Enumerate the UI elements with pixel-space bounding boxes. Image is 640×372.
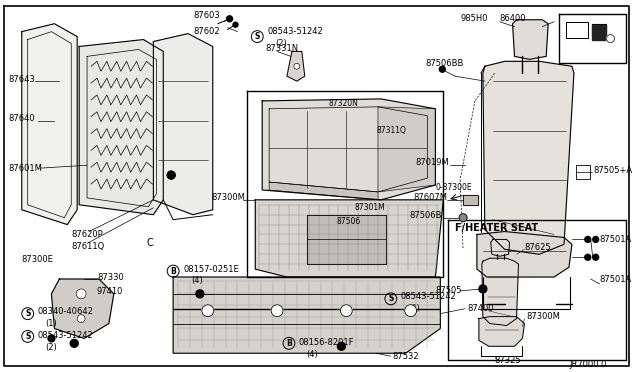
Text: 87300M: 87300M bbox=[212, 193, 246, 202]
Text: 87625: 87625 bbox=[524, 243, 551, 252]
Text: JR7000 0: JR7000 0 bbox=[569, 360, 606, 369]
Bar bbox=[592, 25, 605, 39]
Circle shape bbox=[77, 315, 85, 323]
Text: 87300M: 87300M bbox=[527, 312, 560, 321]
Polygon shape bbox=[79, 39, 163, 215]
Polygon shape bbox=[482, 258, 518, 326]
Text: F/HEATER SEAT: F/HEATER SEAT bbox=[455, 222, 538, 232]
Text: 0-87300E: 0-87300E bbox=[435, 183, 472, 192]
Text: 08543-51242: 08543-51242 bbox=[401, 292, 456, 301]
Text: 87301M: 87301M bbox=[354, 203, 385, 212]
Text: (2): (2) bbox=[409, 304, 420, 313]
Text: S: S bbox=[25, 309, 30, 318]
Circle shape bbox=[593, 237, 598, 243]
Text: 87505+A: 87505+A bbox=[594, 166, 633, 175]
Text: 86400: 86400 bbox=[500, 14, 526, 23]
Text: 08543-51242: 08543-51242 bbox=[267, 27, 323, 36]
Text: (2): (2) bbox=[45, 343, 57, 352]
Circle shape bbox=[340, 305, 352, 317]
Text: 87603: 87603 bbox=[193, 11, 220, 20]
Circle shape bbox=[585, 237, 591, 243]
Text: B: B bbox=[170, 267, 176, 276]
Text: 87506BB: 87506BB bbox=[426, 59, 464, 68]
Polygon shape bbox=[173, 277, 440, 353]
Circle shape bbox=[479, 285, 487, 293]
Text: (4): (4) bbox=[307, 350, 319, 359]
Polygon shape bbox=[479, 317, 524, 346]
Text: 08340-40642: 08340-40642 bbox=[38, 307, 93, 316]
Polygon shape bbox=[51, 279, 114, 339]
Text: 87331N: 87331N bbox=[265, 44, 298, 53]
Text: 08156-8201F: 08156-8201F bbox=[299, 338, 355, 347]
Polygon shape bbox=[262, 99, 435, 200]
Text: 87501A: 87501A bbox=[600, 275, 632, 283]
Circle shape bbox=[202, 305, 214, 317]
Text: 87643: 87643 bbox=[8, 75, 35, 84]
Circle shape bbox=[459, 214, 467, 222]
Text: 87325: 87325 bbox=[495, 356, 522, 365]
Text: 87620P: 87620P bbox=[71, 230, 103, 239]
Polygon shape bbox=[513, 20, 548, 60]
Text: 87611Q: 87611Q bbox=[71, 242, 104, 251]
Text: (1): (1) bbox=[45, 319, 57, 328]
Text: 87640: 87640 bbox=[8, 114, 35, 123]
Text: 87506: 87506 bbox=[337, 217, 361, 226]
Circle shape bbox=[439, 66, 445, 72]
Circle shape bbox=[233, 22, 238, 27]
Polygon shape bbox=[269, 182, 378, 200]
Polygon shape bbox=[592, 24, 605, 36]
Polygon shape bbox=[463, 195, 478, 205]
Polygon shape bbox=[378, 107, 435, 192]
Text: 87607M: 87607M bbox=[413, 193, 447, 202]
Text: 08157-0251E: 08157-0251E bbox=[183, 264, 239, 274]
Circle shape bbox=[585, 254, 591, 260]
Text: 87400: 87400 bbox=[467, 304, 493, 313]
Polygon shape bbox=[491, 240, 509, 256]
Circle shape bbox=[337, 342, 346, 350]
Polygon shape bbox=[287, 51, 305, 81]
Text: 87505: 87505 bbox=[435, 286, 462, 295]
Circle shape bbox=[167, 171, 175, 179]
Text: S: S bbox=[255, 32, 260, 41]
Text: 97410: 97410 bbox=[97, 288, 124, 296]
Polygon shape bbox=[154, 33, 212, 215]
Polygon shape bbox=[483, 61, 574, 254]
Polygon shape bbox=[22, 24, 77, 225]
Text: 87532: 87532 bbox=[393, 352, 419, 361]
Polygon shape bbox=[307, 215, 386, 264]
Circle shape bbox=[607, 35, 614, 42]
Text: C: C bbox=[147, 238, 153, 248]
Polygon shape bbox=[566, 22, 588, 38]
Text: B: B bbox=[286, 339, 292, 348]
Text: 87602: 87602 bbox=[193, 27, 220, 36]
Circle shape bbox=[227, 16, 232, 22]
Text: 87311Q: 87311Q bbox=[376, 126, 406, 135]
Circle shape bbox=[196, 290, 204, 298]
Text: 87300E: 87300E bbox=[22, 255, 54, 264]
Circle shape bbox=[70, 339, 78, 347]
Polygon shape bbox=[477, 231, 572, 277]
Text: (2): (2) bbox=[275, 39, 287, 48]
Text: (4): (4) bbox=[191, 276, 203, 285]
Text: S: S bbox=[25, 332, 30, 341]
Circle shape bbox=[48, 335, 55, 342]
Text: 87320N: 87320N bbox=[328, 99, 358, 108]
Text: 08543-51242: 08543-51242 bbox=[38, 331, 93, 340]
Circle shape bbox=[294, 63, 300, 69]
Text: 87019M: 87019M bbox=[415, 158, 449, 167]
Polygon shape bbox=[255, 200, 444, 277]
Circle shape bbox=[271, 305, 283, 317]
Text: 87501A: 87501A bbox=[600, 235, 632, 244]
Text: 87330: 87330 bbox=[97, 273, 124, 282]
Circle shape bbox=[404, 305, 417, 317]
Text: 87601M: 87601M bbox=[8, 164, 42, 173]
Text: 985H0: 985H0 bbox=[460, 14, 488, 23]
Circle shape bbox=[593, 254, 598, 260]
Circle shape bbox=[76, 289, 86, 299]
Text: S: S bbox=[388, 294, 394, 303]
Text: 87506B: 87506B bbox=[410, 211, 442, 220]
